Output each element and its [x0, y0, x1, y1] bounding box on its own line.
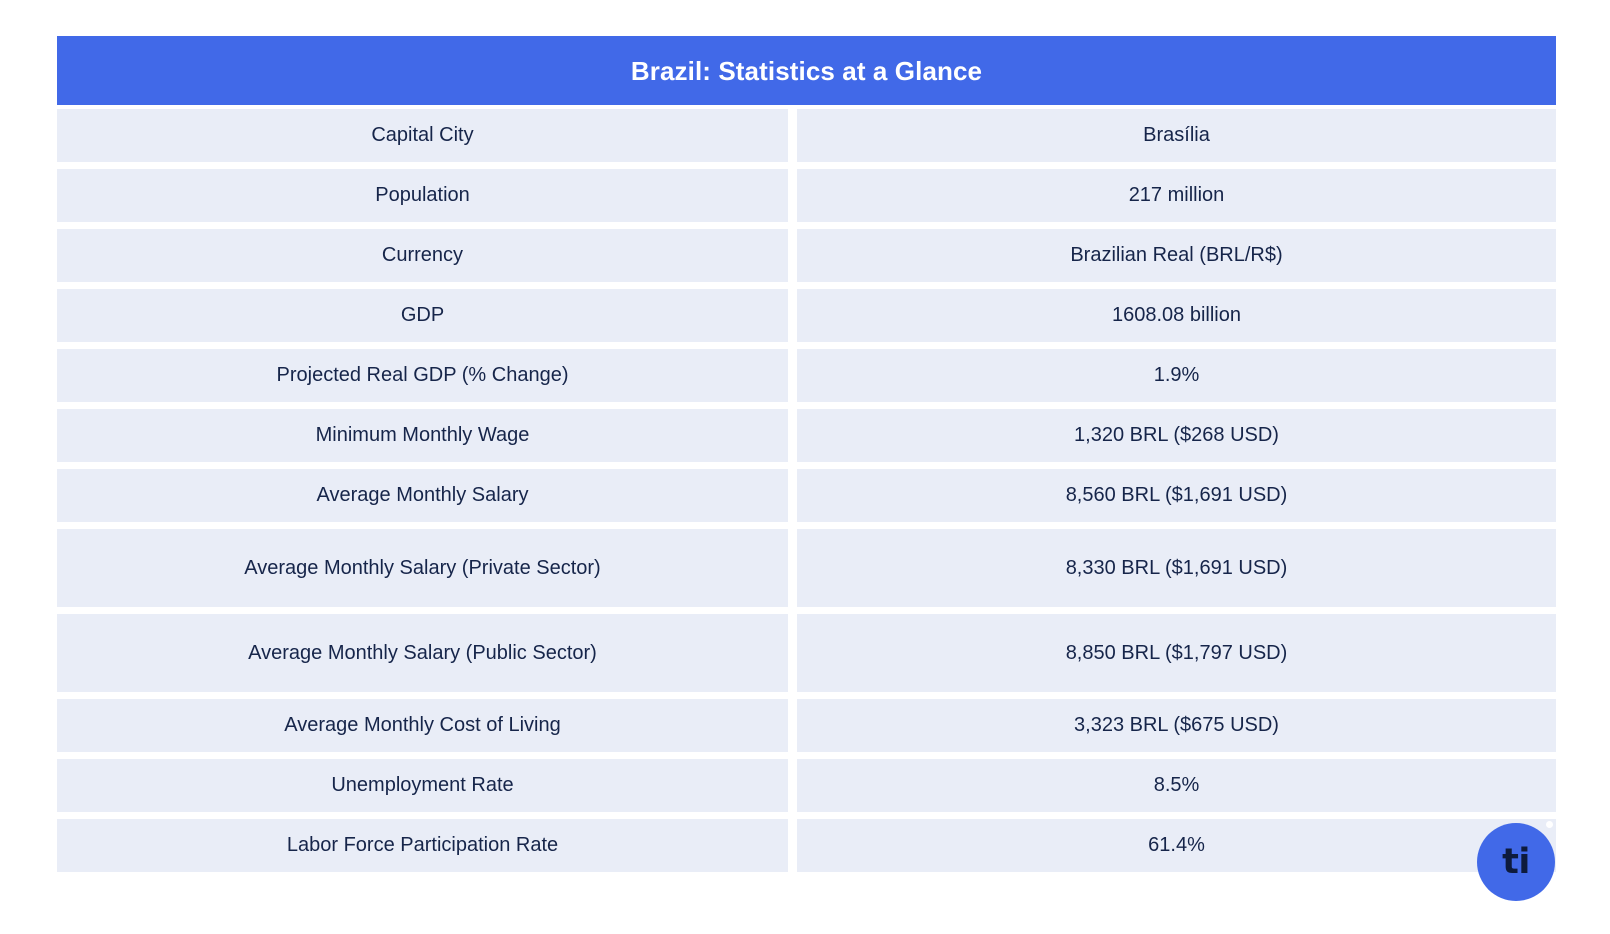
- table-body: Capital City Brasília Population 217 millio…: [57, 109, 1556, 872]
- row-label: Minimum Monthly Wage: [315, 424, 530, 446]
- table-cell-value: 1608.08 billion: [797, 289, 1556, 342]
- table-cell-label: Population: [57, 169, 788, 222]
- table-cell-value: 3,323 BRL ($675 USD): [797, 699, 1556, 752]
- row-value: 8,330 BRL ($1,691 USD): [1065, 556, 1288, 579]
- table-row: GDP 1608.08 billion: [57, 289, 1556, 342]
- brand-logo-badge: ti: [1477, 821, 1555, 901]
- table-cell-value: 1,320 BRL ($268 USD): [797, 409, 1556, 462]
- table-row: Projected Real GDP (% Change) 1.9%: [57, 349, 1556, 402]
- table-cell-value: 1.9%: [797, 349, 1556, 402]
- table-cell-value: 8,560 BRL ($1,691 USD): [797, 469, 1556, 522]
- row-label: Labor Force Participation Rate: [286, 834, 559, 856]
- row-label: Unemployment Rate: [331, 774, 514, 796]
- row-label: GDP: [400, 304, 445, 326]
- row-label: Currency: [381, 244, 464, 266]
- row-value: Brazilian Real (BRL/R$): [1070, 244, 1283, 266]
- row-label: Average Monthly Cost of Living: [284, 714, 561, 736]
- table-cell-label: GDP: [57, 289, 788, 342]
- table-cell-label: Capital City: [57, 109, 788, 162]
- table-cell-label: Average Monthly Salary (Private Sector): [57, 529, 788, 607]
- table-cell-value: 8.5%: [797, 759, 1556, 812]
- table-row: Average Monthly Salary (Private Sector) 8…: [57, 529, 1556, 607]
- table-row: Unemployment Rate 8.5%: [57, 759, 1556, 812]
- row-value: 3,323 BRL ($675 USD): [1074, 714, 1279, 736]
- row-value: 61.4%: [1148, 834, 1205, 856]
- table-cell-value: 8,850 BRL ($1,797 USD): [797, 614, 1556, 692]
- row-label: Capital City: [371, 124, 474, 146]
- table-row: Average Monthly Cost of Living 3,323 BRL …: [57, 699, 1556, 752]
- table-row: Average Monthly Salary 8,560 BRL ($1,691 …: [57, 469, 1556, 522]
- table-cell-label: Labor Force Participation Rate: [57, 819, 788, 872]
- table-cell-label: Average Monthly Cost of Living: [57, 699, 788, 752]
- table-cell-value: 61.4%: [797, 819, 1556, 872]
- table-cell-value: 217 million: [797, 169, 1556, 222]
- table-cell-value: Brazilian Real (BRL/R$): [797, 229, 1556, 282]
- row-value: 8,560 BRL ($1,691 USD): [1065, 484, 1288, 506]
- table-cell-label: Currency: [57, 229, 788, 282]
- table-row: Currency Brazilian Real (BRL/R$): [57, 229, 1556, 282]
- row-value: Brasília: [1143, 124, 1210, 146]
- row-label: Average Monthly Salary (Public Sector): [248, 641, 597, 664]
- row-label: Projected Real GDP (% Change): [276, 364, 569, 386]
- table-cell-label: Minimum Monthly Wage: [57, 409, 788, 462]
- table-row: Labor Force Participation Rate 61.4%: [57, 819, 1556, 872]
- table-row: Population 217 million: [57, 169, 1556, 222]
- table-header-bar: Brazil: Statistics at a Glance: [57, 36, 1556, 105]
- page-title: Brazil: Statistics at a Glance: [630, 55, 983, 86]
- row-value: 1.9%: [1153, 364, 1200, 386]
- table-cell-label: Unemployment Rate: [57, 759, 788, 812]
- row-label: Average Monthly Salary: [316, 484, 529, 506]
- brand-logo-text: ti: [1502, 841, 1530, 882]
- row-value: 217 million: [1128, 184, 1225, 206]
- table-row: Minimum Monthly Wage 1,320 BRL ($268 USD): [57, 409, 1556, 462]
- row-value: 8,850 BRL ($1,797 USD): [1065, 641, 1288, 664]
- table-row: Capital City Brasília: [57, 109, 1556, 162]
- table-cell-label: Average Monthly Salary (Public Sector): [57, 614, 788, 692]
- table-cell-value: 8,330 BRL ($1,691 USD): [797, 529, 1556, 607]
- row-label: Average Monthly Salary (Private Sector): [244, 556, 601, 579]
- statistics-table: Brazil: Statistics at a Glance Capital C…: [57, 36, 1556, 879]
- row-label: Population: [375, 184, 470, 206]
- logo-dot-icon: [1546, 821, 1553, 828]
- table-cell-label: Average Monthly Salary: [57, 469, 788, 522]
- table-cell-label: Projected Real GDP (% Change): [57, 349, 788, 402]
- row-value: 1,320 BRL ($268 USD): [1074, 424, 1279, 446]
- row-value: 1608.08 billion: [1112, 304, 1241, 326]
- table-cell-value: Brasília: [797, 109, 1556, 162]
- row-value: 8.5%: [1153, 774, 1200, 796]
- table-row: Average Monthly Salary (Public Sector) 8,…: [57, 614, 1556, 692]
